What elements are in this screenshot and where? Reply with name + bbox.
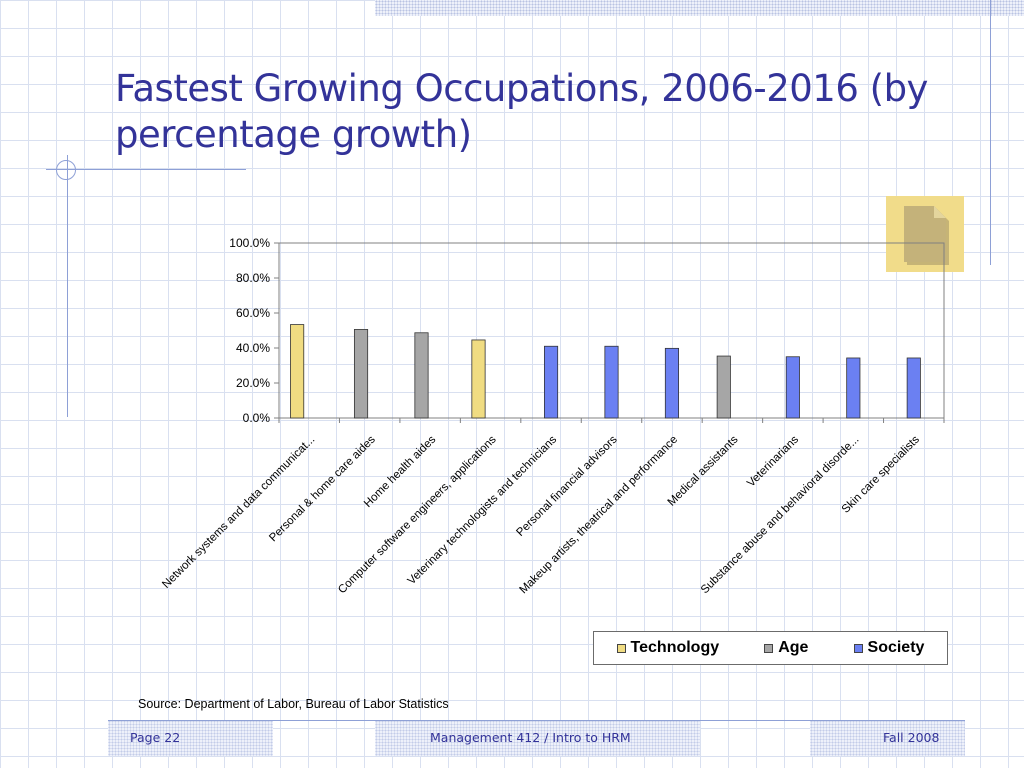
y-tick-label: 0.0% — [243, 411, 271, 425]
chart-legend: Technology Age Society — [593, 631, 948, 665]
x-category-label: Personal & home care aides — [267, 433, 378, 544]
footer-left-box — [108, 720, 273, 756]
footer-course-title: Management 412 / Intro to HRM — [430, 730, 631, 745]
bar-society — [604, 345, 619, 419]
footer-center-box — [375, 720, 700, 756]
chart-bars — [290, 324, 921, 419]
title-underline-rule — [46, 169, 246, 170]
top-decorative-band — [375, 0, 1024, 16]
bar-society — [906, 357, 921, 419]
bar-society — [543, 345, 559, 419]
legend-swatch-age — [764, 643, 774, 653]
chart-category-labels: Network systems and data communicat...Pe… — [160, 433, 922, 596]
y-tick-label: 80.0% — [236, 271, 270, 285]
legend-entry-age: Age — [764, 639, 808, 657]
footer-term: Fall 2008 — [883, 730, 940, 745]
x-category-label: Personal financial advisors — [514, 433, 619, 538]
growth-bar-chart: 0.0% 20.0% 40.0% 60.0% 80.0% 100.0% Network s… — [160, 236, 945, 596]
legend-entry-technology: Technology — [616, 639, 720, 657]
footer-right-box — [810, 720, 965, 756]
x-category-label: Veterinarians — [745, 433, 801, 489]
footer-rule — [108, 720, 965, 721]
y-tick-label: 20.0% — [236, 376, 270, 390]
bar-technology — [471, 339, 486, 419]
y-tick-label: 100.0% — [229, 236, 270, 250]
left-vertical-rule — [67, 155, 68, 417]
bar-society — [664, 347, 680, 419]
bar-society — [846, 357, 861, 419]
bar-technology — [290, 324, 305, 419]
legend-label-technology: Technology — [630, 639, 720, 656]
slide-title: Fastest Growing Occupations, 2006-2016 (… — [115, 67, 928, 156]
chart-tick-labels: 0.0% 20.0% 40.0% 60.0% 80.0% 100.0% — [229, 236, 270, 425]
footer-page-number: Page 22 — [130, 730, 181, 745]
legend-label-age: Age — [778, 639, 809, 656]
source-note: Source: Department of Labor, Bureau of L… — [138, 697, 449, 711]
bar-age — [353, 329, 369, 419]
right-vertical-rule — [990, 0, 991, 265]
y-tick-label: 40.0% — [236, 341, 270, 355]
bar-age — [716, 355, 731, 419]
document-icon[interactable] — [886, 196, 964, 272]
bar-society — [785, 356, 800, 419]
legend-swatch-society — [853, 643, 863, 653]
y-tick-label: 60.0% — [236, 306, 270, 320]
decorative-circle — [56, 160, 76, 180]
legend-entry-society: Society — [853, 639, 925, 657]
legend-label-society: Society — [867, 639, 925, 656]
bar-age — [414, 332, 429, 419]
legend-swatch-technology — [616, 643, 626, 653]
